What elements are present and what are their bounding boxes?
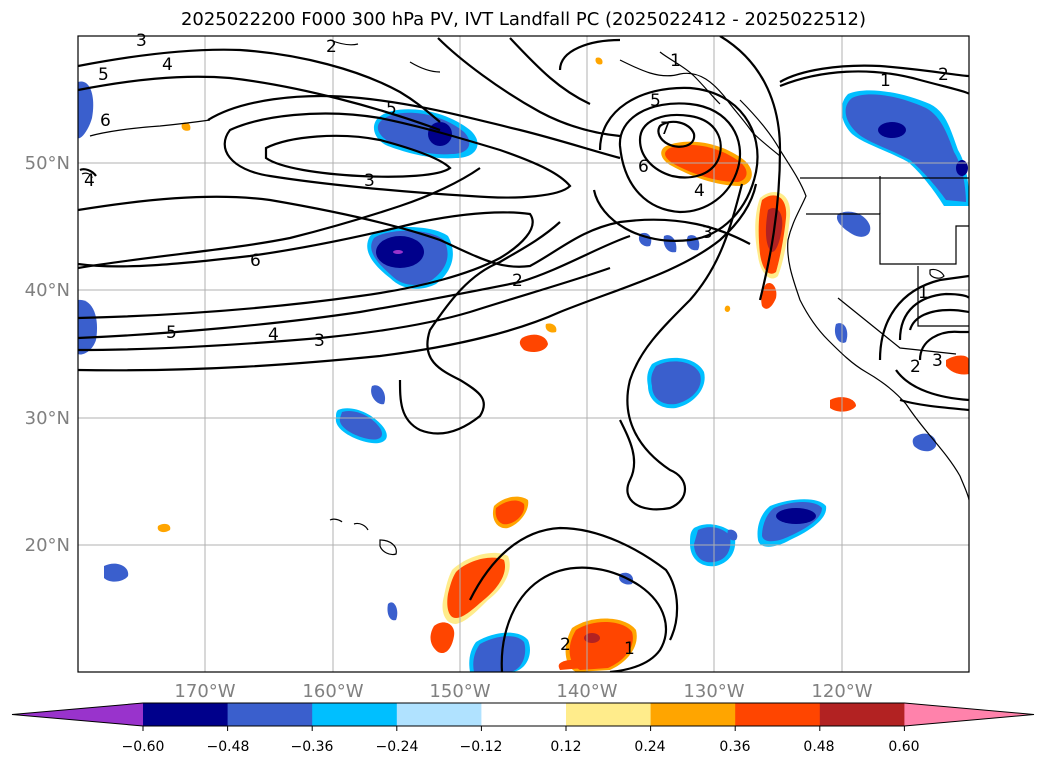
- lon-label: 120°W: [811, 681, 872, 702]
- contour-label: 6: [638, 157, 649, 177]
- contour-label: 2: [938, 65, 949, 85]
- lat-label: 30°N: [25, 408, 70, 429]
- lon-label: 140°W: [556, 681, 617, 702]
- colorbar-tick-label: −0.24: [376, 739, 419, 755]
- colorbar-tick-label: 0.24: [634, 739, 665, 755]
- contour-label: 4: [268, 325, 279, 345]
- graticule: [78, 36, 969, 672]
- contour-label: 7: [660, 119, 671, 139]
- colorbar-swatch: [312, 703, 398, 726]
- colorbar-swatch: [396, 703, 482, 726]
- colorbar-tick-label: −0.48: [207, 739, 250, 755]
- map-panel: [78, 36, 969, 672]
- colorbar-tick-label: 0.48: [803, 739, 834, 755]
- colorbar-swatch: [650, 703, 736, 726]
- colorbar-swatch: [819, 703, 905, 726]
- lat-label: 20°N: [25, 535, 70, 556]
- lat-label: 40°N: [25, 280, 70, 301]
- contour-label: 3: [364, 171, 375, 191]
- contour-label: 2: [512, 271, 523, 291]
- lon-label: 160°W: [302, 681, 363, 702]
- lon-label: 130°W: [683, 681, 744, 702]
- map-frame: [77, 35, 970, 673]
- lon-label: 150°W: [429, 681, 490, 702]
- contour-label: 4: [84, 171, 95, 191]
- map-title: 2025022200 F000 300 hPa PV, IVT Landfall…: [180, 9, 867, 30]
- contour-label: 3: [702, 223, 713, 243]
- latitude-labels: 50°N 40°N 30°N 20°N: [25, 153, 70, 556]
- contour-label: 5: [98, 65, 109, 85]
- contour-label: 6: [250, 251, 261, 271]
- contour-label: 1: [918, 283, 929, 303]
- colorbar-tick-label: −0.12: [460, 739, 503, 755]
- colorbar-tick-label: −0.60: [122, 739, 165, 755]
- colorbar-swatch: [566, 703, 652, 726]
- pv-contours: [78, 36, 969, 672]
- contour-label: 1: [880, 71, 891, 91]
- colorbar-extend-max: [904, 703, 1034, 726]
- colorbar-tick-label: 0.36: [719, 739, 750, 755]
- lat-label: 50°N: [25, 153, 70, 174]
- lon-label: 170°W: [174, 681, 235, 702]
- colorbar-labels: −0.60 −0.48 −0.36 −0.24 −0.12 0.12 0.24 …: [122, 739, 920, 755]
- contour-label: 3: [136, 31, 147, 51]
- contour-label: 5: [386, 99, 397, 119]
- contour-label: 4: [694, 181, 705, 201]
- colorbar: [11, 702, 1035, 731]
- colorbar-swatch: [481, 703, 567, 726]
- colorbar-extend-min: [12, 703, 143, 726]
- contour-label: 2: [326, 37, 337, 57]
- contour-label: 1: [624, 639, 635, 659]
- colorbar-swatch: [735, 703, 821, 726]
- colorbar-tick-label: 0.60: [888, 739, 919, 755]
- contour-labels: 3 4 5 6 3 5 1 2 5 7 6 4 3 1 2 4 6 2 5 4 …: [84, 31, 949, 659]
- colorbar-swatch: [143, 703, 229, 726]
- contour-label: 2: [910, 357, 921, 377]
- contour-label: 1: [670, 51, 681, 71]
- contour-label: 6: [100, 111, 111, 131]
- contour-label: 5: [166, 323, 177, 343]
- contour-label: 3: [314, 331, 325, 351]
- colorbar-swatch: [227, 703, 313, 726]
- coastlines: [81, 39, 969, 556]
- contour-label: 5: [650, 91, 661, 111]
- contour-label: 4: [162, 55, 173, 75]
- colorbar-tick-label: 0.12: [550, 739, 581, 755]
- colorbar-tick-label: −0.36: [291, 739, 334, 755]
- contour-label: 2: [560, 635, 571, 655]
- contour-label: 3: [932, 351, 943, 371]
- longitude-labels: 170°W 160°W 150°W 140°W 130°W 120°W: [174, 681, 872, 702]
